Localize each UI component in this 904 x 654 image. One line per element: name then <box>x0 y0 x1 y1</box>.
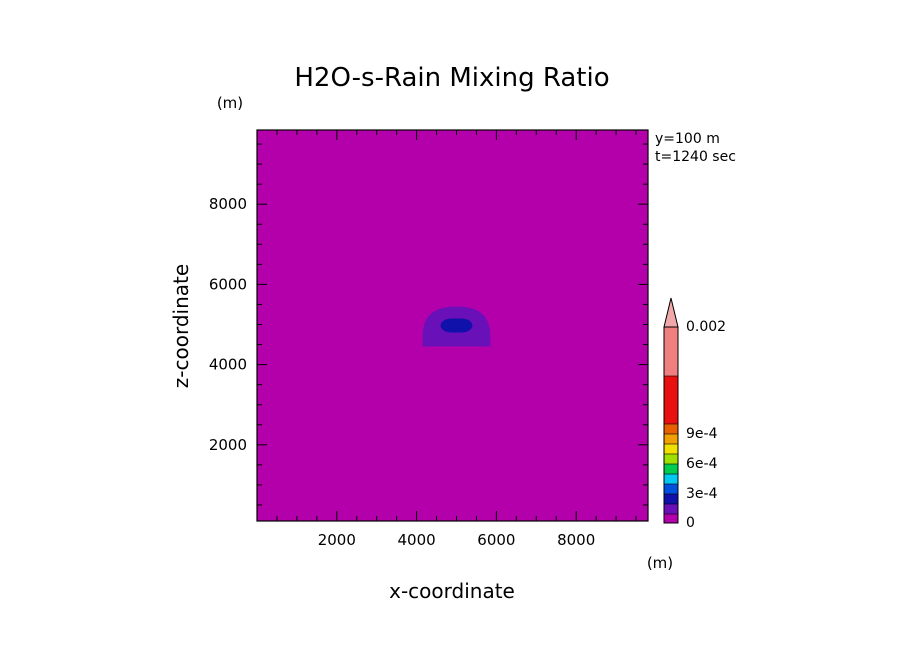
colorbar-segment <box>664 327 678 376</box>
x-tick-label: 2000 <box>318 531 356 549</box>
y-axis: 2000 4000 6000 8000 <box>209 143 648 506</box>
y-axis-label: z-coordinate <box>169 264 193 388</box>
colorbar-label: 6e-4 <box>686 456 718 472</box>
colorbar-segment <box>664 376 678 424</box>
colorbar-segment <box>664 514 678 523</box>
y-tick-label: 4000 <box>209 356 247 374</box>
info-line-y: y=100 m <box>655 131 720 147</box>
y-tick-label: 6000 <box>209 275 247 293</box>
colorbar-segment <box>664 434 678 444</box>
colorbar-segment <box>664 464 678 474</box>
colorbar-segment <box>664 444 678 454</box>
colorbar-label: 9e-4 <box>686 426 718 442</box>
colorbar: 0 3e-4 6e-4 9e-4 0.002 <box>663 297 726 531</box>
plot-area <box>256 129 649 522</box>
y-tick-label: 8000 <box>209 195 247 213</box>
colorbar-segment <box>664 504 678 514</box>
plot-frame <box>256 129 649 522</box>
x-axis-label: x-coordinate <box>389 579 515 603</box>
x-tick-label: 6000 <box>477 531 515 549</box>
y-unit-label: (m) <box>217 94 243 112</box>
colorbar-segment <box>664 424 678 434</box>
colorbar-extend-arrow <box>663 297 679 328</box>
x-unit-label: (m) <box>647 554 673 572</box>
contour-region-level-2 <box>440 318 473 333</box>
y-tick-label: 2000 <box>209 436 247 454</box>
x-axis: 2000 4000 6000 8000 <box>256 130 637 549</box>
colorbar-label: 0 <box>686 515 695 531</box>
info-line-t: t=1240 sec <box>655 149 736 165</box>
x-tick-label: 8000 <box>557 531 595 549</box>
x-tick-label: 4000 <box>397 531 435 549</box>
colorbar-segment <box>664 454 678 464</box>
colorbar-frame <box>663 326 679 524</box>
colorbar-segment <box>664 484 678 494</box>
colorbar-segment <box>664 474 678 484</box>
colorbar-label: 0.002 <box>686 319 726 335</box>
colorbar-label: 3e-4 <box>686 486 718 502</box>
chart-title: H2O-s-Rain Mixing Ratio <box>294 63 609 93</box>
colorbar-segment <box>664 494 678 504</box>
